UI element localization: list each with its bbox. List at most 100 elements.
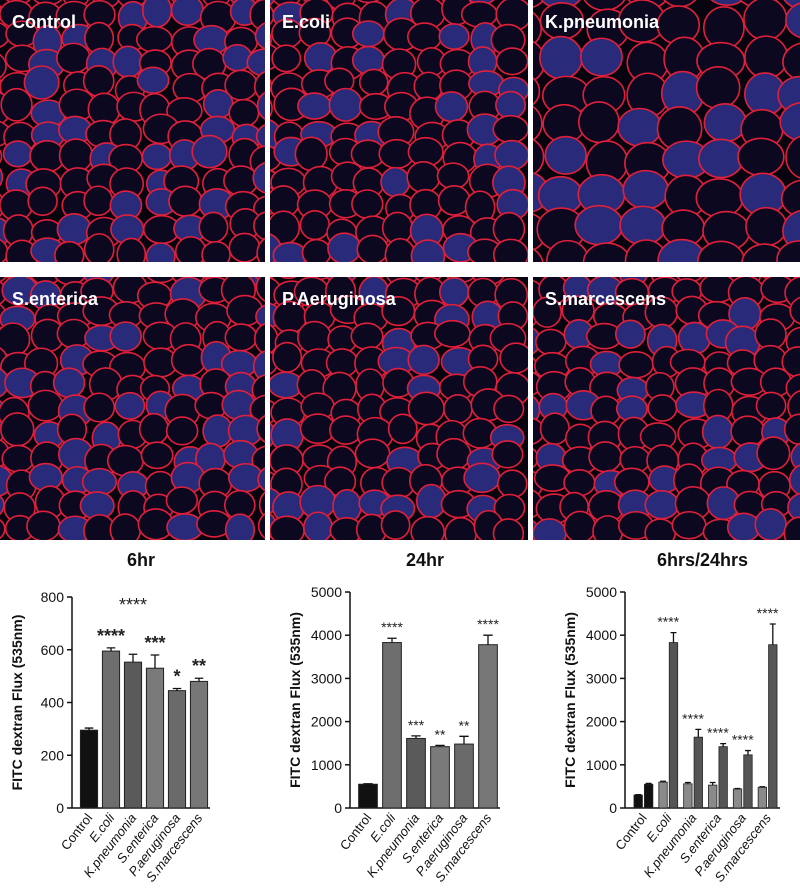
cell: [58, 138, 94, 173]
cell: [27, 186, 58, 217]
micrograph: Control: [0, 0, 265, 262]
cell: [436, 162, 470, 190]
panel-label: E.coli: [282, 12, 330, 32]
cell: [407, 344, 440, 376]
bar: [633, 794, 643, 809]
cell: [135, 25, 173, 54]
cell: [492, 518, 525, 540]
cell: [384, 237, 416, 262]
cell: [83, 392, 116, 423]
bar: [430, 746, 450, 809]
cell: [563, 510, 597, 540]
cell: [783, 516, 800, 540]
cell: [350, 322, 384, 351]
cell: [270, 0, 275, 7]
cell: [114, 391, 146, 420]
y-tick-label: 2000: [311, 714, 342, 730]
cell: [201, 240, 231, 262]
cell: [588, 441, 623, 473]
error-bar: [106, 647, 116, 652]
bar: [358, 783, 378, 809]
cells: [533, 277, 800, 540]
cell: [165, 416, 199, 446]
cell: [745, 206, 788, 247]
cell: [255, 123, 265, 150]
y-tick-label: 1000: [586, 757, 617, 773]
cell: [495, 90, 527, 120]
significance-label: ****: [97, 626, 125, 646]
cell: [254, 22, 265, 50]
cell: [644, 489, 680, 520]
bar: [718, 746, 728, 809]
cell: [272, 241, 308, 262]
cell: [406, 161, 441, 194]
cell: [671, 510, 707, 540]
cell: [743, 0, 788, 41]
cell: [710, 0, 745, 7]
cell: [785, 2, 800, 39]
cell: [790, 442, 800, 472]
cell: [782, 42, 800, 82]
y-tick-label: 5000: [586, 584, 617, 600]
cell: [582, 242, 631, 262]
cell: [224, 513, 256, 540]
error-bar: [695, 728, 702, 738]
bar: [732, 788, 743, 809]
significance-label: ***: [408, 717, 425, 733]
cell: [256, 91, 265, 120]
cell: [546, 239, 590, 262]
cells: [0, 277, 265, 540]
cell: [533, 248, 544, 262]
cell: [327, 232, 362, 262]
cell: [329, 415, 363, 445]
cell: [82, 64, 115, 97]
cell: [252, 350, 265, 383]
micrograph: S.marcescens: [533, 277, 800, 540]
x-tick-label: Control: [337, 811, 375, 853]
cell: [698, 138, 744, 179]
cell: [0, 412, 35, 447]
cell: [165, 486, 199, 515]
panel-label: K.pneumonia: [545, 12, 660, 32]
cell: [697, 240, 746, 262]
y-tick-label: 600: [41, 642, 65, 658]
cell: [618, 351, 654, 379]
cell: [533, 77, 541, 106]
cell: [574, 204, 624, 246]
error-bar: [645, 782, 652, 785]
y-tick-label: 3000: [586, 670, 617, 686]
cell: [168, 185, 203, 217]
cell: [83, 185, 114, 217]
y-tick-label: 4000: [311, 627, 342, 643]
cell: [0, 87, 33, 122]
cell: [443, 394, 473, 424]
error-bar: [684, 781, 691, 784]
cell: [351, 189, 384, 220]
significance-label: ****: [707, 725, 729, 741]
cell: [270, 99, 273, 118]
y-axis-label: FITC dextran Flux (535nm): [9, 615, 25, 791]
cell: [0, 149, 3, 164]
cell: [356, 234, 389, 262]
panel-label: S.enterica: [12, 289, 99, 309]
cell: [270, 515, 305, 540]
cell: [54, 240, 85, 262]
cell: [252, 162, 265, 194]
cell: [539, 412, 570, 446]
significance-label: ****: [477, 616, 499, 632]
cell: [737, 137, 785, 177]
cell: [27, 389, 64, 422]
error-bar: [172, 687, 182, 691]
cell: [460, 0, 498, 28]
cell: [614, 319, 646, 349]
significance-label: ****: [381, 619, 403, 635]
error-bar: [150, 654, 160, 669]
cell: [246, 48, 265, 77]
cell: [256, 237, 265, 262]
cell: [622, 169, 669, 210]
y-tick-label: 2000: [586, 714, 617, 730]
cell: [647, 394, 678, 422]
bar: [708, 784, 718, 809]
bar: [743, 754, 753, 809]
